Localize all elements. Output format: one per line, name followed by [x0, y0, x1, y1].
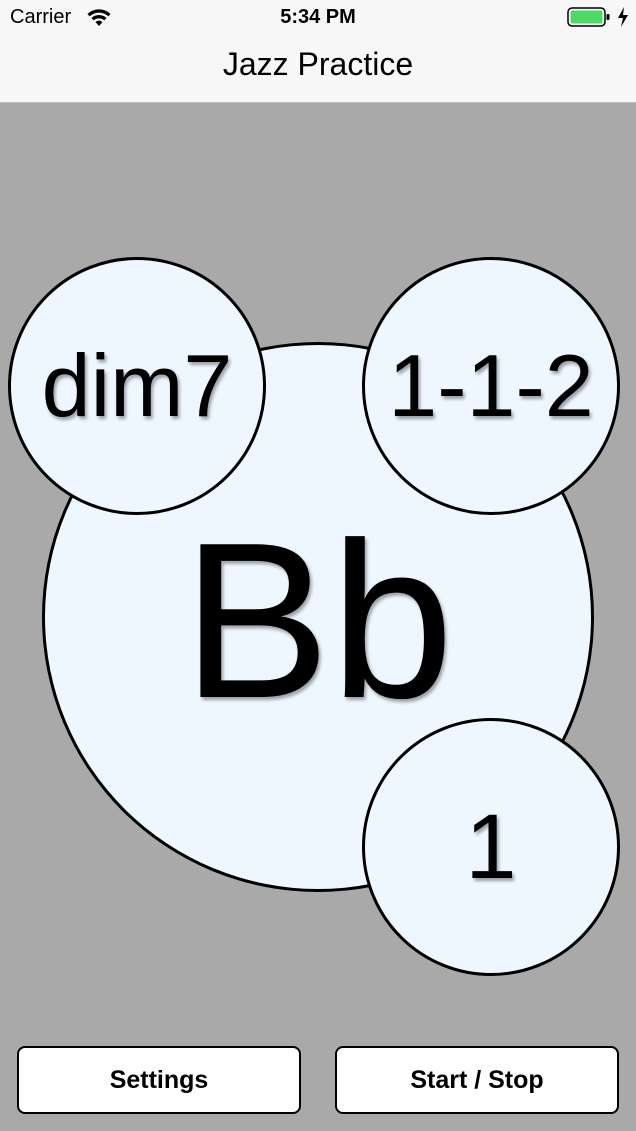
settings-button[interactable]: Settings — [17, 1046, 301, 1114]
pattern-circle: 1-1-2 — [362, 257, 620, 515]
carrier-label: Carrier — [10, 6, 72, 28]
chord-quality-circle: dim7 — [8, 257, 266, 515]
battery-icon — [567, 7, 610, 27]
page-title: Jazz Practice — [222, 46, 414, 82]
root-note-label: Bb — [182, 497, 454, 745]
status-bar: Carrier 5:34 PM — [0, 0, 636, 36]
count-circle: 1 — [362, 718, 620, 976]
count-label: 1 — [465, 796, 517, 898]
wifi-icon — [87, 9, 111, 26]
charging-icon — [618, 7, 628, 27]
pattern-label: 1-1-2 — [388, 336, 594, 435]
start-stop-button[interactable]: Start / Stop — [335, 1046, 619, 1114]
chord-quality-label: dim7 — [41, 336, 233, 435]
status-time: 5:34 PM — [280, 6, 356, 28]
navigation-bar: Jazz Practice — [0, 36, 636, 103]
